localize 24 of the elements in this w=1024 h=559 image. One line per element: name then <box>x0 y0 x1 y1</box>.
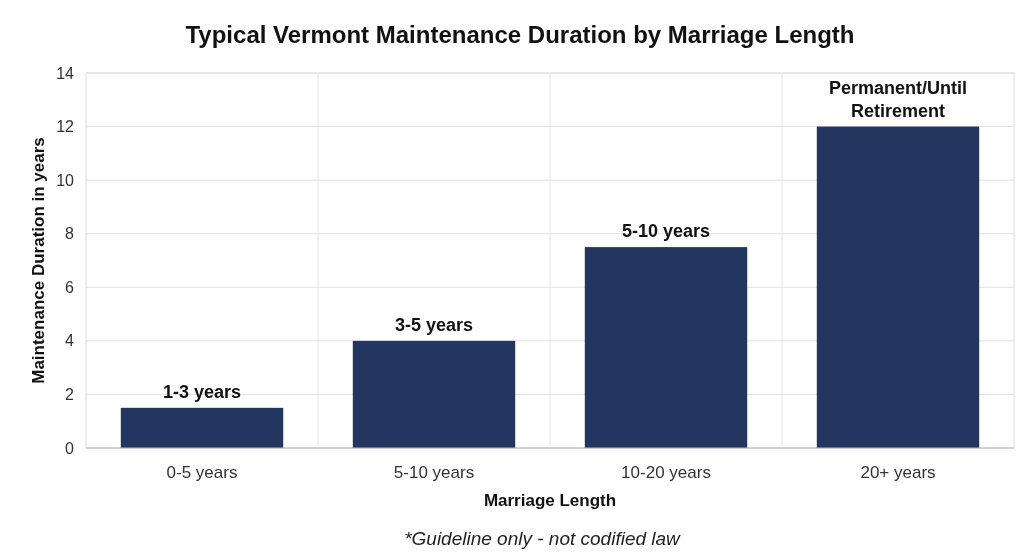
data-label: 5-10 years <box>621 221 711 242</box>
y-tick-label: 12 <box>56 118 75 136</box>
bar <box>120 407 284 448</box>
x-tick-label: 20+ years <box>860 463 936 482</box>
y-tick-label: 10 <box>56 171 75 189</box>
data-label: 3-5 years <box>394 314 474 335</box>
data-label: 1-3 years <box>162 381 242 402</box>
data-label: Permanent/Until Retirement <box>828 77 968 121</box>
bar <box>584 247 748 448</box>
x-tick-label: 10-20 years <box>621 463 711 482</box>
y-tick-label: 0 <box>65 439 75 457</box>
y-tick-label: 6 <box>65 278 75 296</box>
y-tick-label: 4 <box>65 332 75 350</box>
chart-title: Typical Vermont Maintenance Duration by Marriage Length <box>185 21 855 48</box>
y-tick-label: 2 <box>65 386 75 404</box>
y-tick-label: 14 <box>56 64 75 82</box>
bar <box>816 126 980 448</box>
bar <box>352 340 516 448</box>
text: *Guideline only - not codified law <box>404 528 682 549</box>
x-tick-label: 5-10 years <box>393 463 475 482</box>
y-tick-label: 8 <box>65 225 75 243</box>
x-tick-label: 0-5 years <box>166 463 238 482</box>
x-axis-title: Marriage Length <box>483 491 617 510</box>
y-axis-title: Maintenance Duration in years <box>29 137 48 384</box>
